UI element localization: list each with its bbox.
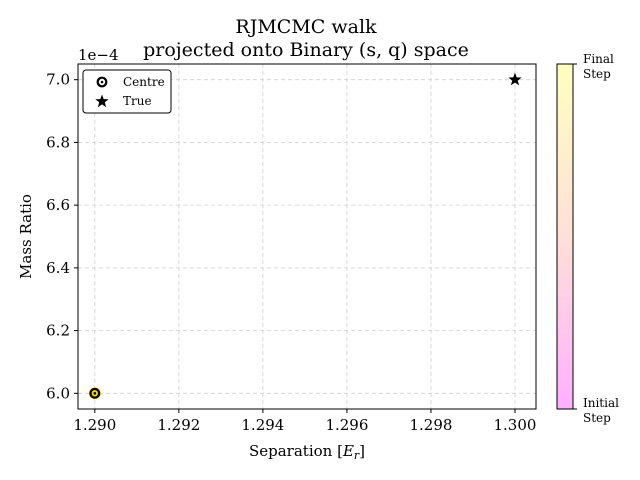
plot-area <box>77 63 537 410</box>
legend-label-centre: Centre <box>123 75 165 89</box>
x-tick-label: 1.300 <box>494 416 537 434</box>
y-tick-label: 6.4 <box>46 259 70 277</box>
x-tick-label: 1.296 <box>325 416 368 434</box>
true-point <box>508 72 522 86</box>
x-tick-label: 1.294 <box>241 416 284 434</box>
legend-label-true: True <box>123 94 152 108</box>
legend-centre-marker <box>96 76 108 88</box>
y-tick-label: 6.8 <box>46 133 70 151</box>
chart-title-line2: projected onto Binary (s, q) space <box>143 39 469 61</box>
grid <box>78 64 536 409</box>
chart-title-line1: RJMCMC walk <box>235 16 377 38</box>
legend-centre-marker-dot <box>100 80 104 84</box>
y-tick-label: 6.2 <box>46 322 70 340</box>
y-tick-label: 6.0 <box>46 384 70 402</box>
axis-ticks: 1.290 1.292 1.294 1.296 1.298 1.300 6.0 6.2 6.4 6… <box>46 71 536 434</box>
legend: Centre True <box>82 69 172 114</box>
legend-box <box>82 69 172 114</box>
colorbar-label-final-step: Step <box>583 67 611 81</box>
y-axis-label: Mass Ratio <box>17 194 35 279</box>
colorbar: Final Step Initial Step <box>556 52 619 425</box>
colorbar-label-initial: Initial <box>583 396 619 410</box>
x-tick-label: 1.292 <box>157 416 200 434</box>
legend-true-marker <box>95 94 109 108</box>
colorbar-label-initial-step: Step <box>583 411 611 425</box>
x-axis-label: Separation [Er] <box>249 442 365 462</box>
data-marks <box>88 72 522 400</box>
x-tick-label: 1.290 <box>73 416 116 434</box>
y-tick-label: 6.6 <box>46 196 70 214</box>
colorbar-label-final: Final <box>583 52 614 66</box>
x-tick-label: 1.298 <box>409 416 452 434</box>
y-offset-label: 1e−4 <box>78 46 119 64</box>
y-tick-label: 7.0 <box>46 71 70 89</box>
centre-point <box>89 387 101 399</box>
centre-point-dot <box>93 392 97 395</box>
colorbar-gradient <box>556 63 574 410</box>
